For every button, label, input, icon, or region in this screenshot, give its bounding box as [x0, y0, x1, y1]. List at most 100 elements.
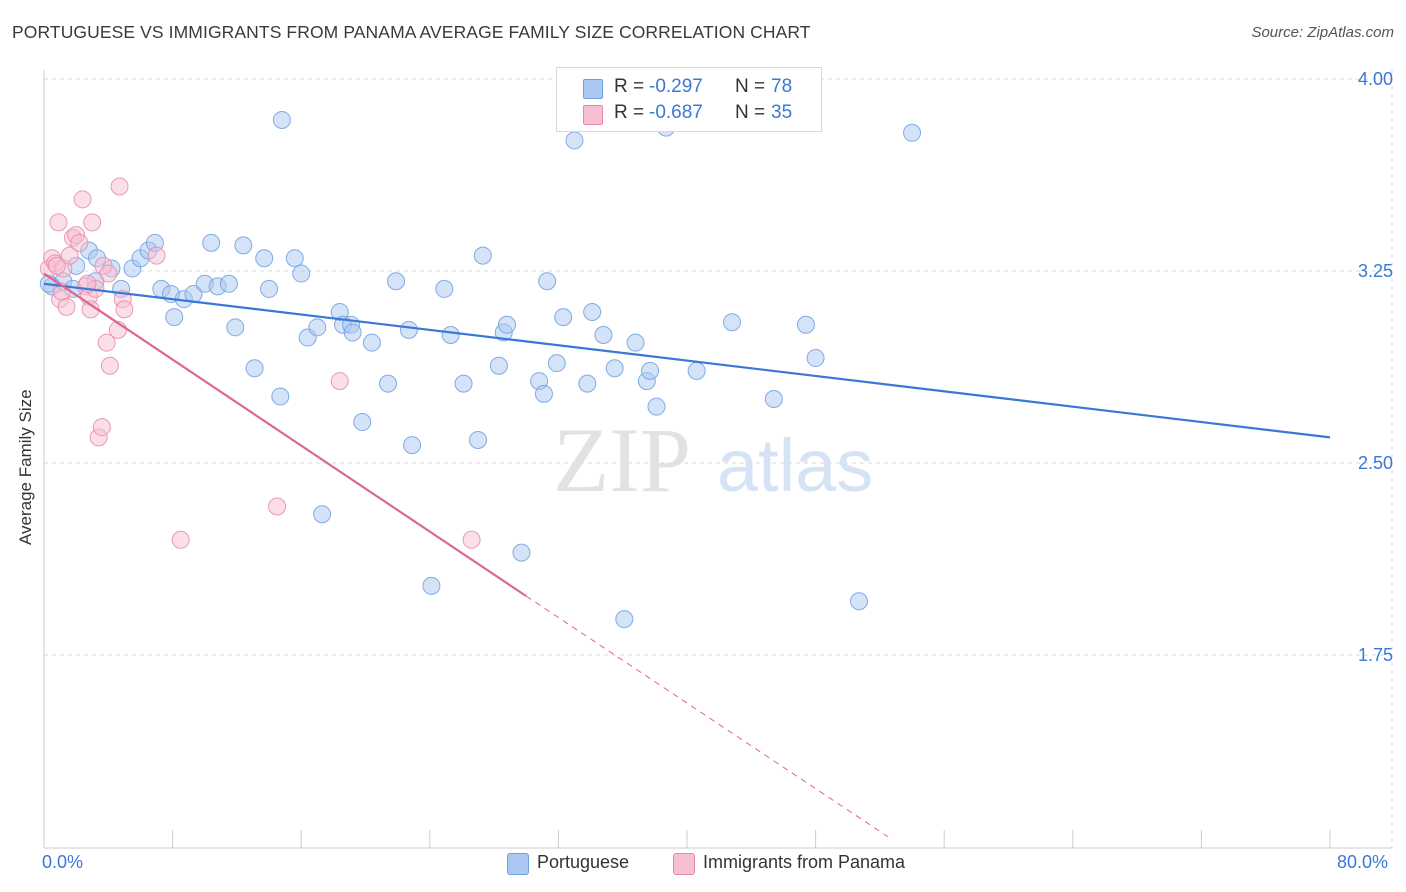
panama-point-18: [92, 418, 111, 437]
portuguese-point-43: [435, 279, 454, 298]
trend-line-2: [525, 595, 889, 838]
panama-point-32: [47, 256, 66, 275]
grid-lines: [44, 70, 1393, 848]
bottom-legend-swatch-panama: [673, 853, 695, 875]
portuguese-point-68: [687, 361, 706, 380]
portuguese-point-60: [594, 326, 613, 344]
y-tick-labels: 1.75 2.50 3.25 4.00: [1358, 69, 1393, 665]
portuguese-point-71: [796, 315, 815, 334]
portuguese-point-31: [308, 318, 327, 337]
panama-point-27: [147, 246, 166, 265]
panama-point-26: [115, 300, 134, 319]
portuguese-point-57: [565, 131, 584, 150]
bottom-legend-swatch-portuguese: [507, 853, 529, 875]
y-axis-label: Average Family Size: [16, 389, 35, 545]
panama-point-3: [49, 213, 68, 232]
portuguese-point-22: [234, 236, 253, 255]
portuguese-point-24: [255, 249, 274, 268]
panama-point-20: [97, 333, 116, 352]
panama-point-24: [110, 177, 129, 196]
portuguese-point-63: [626, 333, 645, 352]
portuguese-point-48: [489, 356, 508, 375]
legend-n-value-panama: 35: [771, 102, 793, 123]
x-tick-label-max: 80.0%: [1337, 852, 1389, 872]
trend-lines: [43, 272, 1331, 838]
panama-point-10: [70, 233, 89, 252]
portuguese-point-28: [285, 249, 304, 268]
portuguese-point-27: [272, 110, 291, 129]
portuguese-point-62: [615, 610, 634, 629]
portuguese-point-74: [903, 123, 922, 142]
portuguese-point-45: [454, 374, 473, 393]
y-tick-label-3: 4.00: [1358, 69, 1393, 89]
legend-swatch-portuguese: [583, 79, 603, 99]
portuguese-point-59: [583, 302, 602, 321]
legend-n-value-portuguese: 78: [771, 76, 793, 97]
portuguese-point-69: [723, 313, 742, 332]
x-tick-label-min: 0.0%: [42, 852, 84, 872]
legend-r-label: R =: [614, 76, 645, 97]
portuguese-point-58: [578, 374, 597, 393]
portuguese-point-39: [379, 374, 398, 393]
portuguese-point-44: [441, 326, 460, 344]
y-tick-label-2: 3.25: [1358, 261, 1393, 281]
trend-line-1: [43, 272, 527, 598]
watermark-zip: ZIP: [553, 409, 691, 511]
legend-n-label: N =: [735, 76, 766, 97]
legend-r-value-panama: -0.687: [649, 102, 703, 123]
portuguese-point-36: [343, 323, 362, 342]
portuguese-point-61: [605, 359, 624, 378]
portuguese-point-66: [647, 397, 666, 416]
legend-swatch-panama: [583, 105, 603, 125]
portuguese-point-55: [547, 354, 566, 373]
portuguese-point-20: [219, 274, 238, 293]
panama-point-6: [57, 297, 76, 316]
panama-point-31: [462, 530, 481, 549]
data-points: [39, 110, 922, 629]
portuguese-point-38: [362, 333, 381, 352]
portuguese-point-47: [473, 246, 492, 265]
panama-point-29: [268, 497, 287, 516]
portuguese-point-46: [469, 430, 488, 449]
watermark-atlas: atlas: [717, 424, 873, 507]
portuguese-point-51: [512, 543, 531, 562]
panama-point-21: [99, 264, 118, 283]
stats-legend: R = -0.297 N = 78 R = -0.687 N = 35: [556, 67, 822, 132]
portuguese-point-18: [202, 233, 221, 252]
legend-r-label: R =: [614, 102, 645, 123]
portuguese-point-41: [399, 320, 418, 339]
legend-r-value-portuguese: -0.297: [649, 76, 703, 97]
chart-title: PORTUGUESE VS IMMIGRANTS FROM PANAMA AVE…: [12, 22, 811, 42]
portuguese-point-54: [538, 272, 557, 291]
bottom-legend-label-portuguese: Portuguese: [537, 852, 630, 872]
portuguese-point-26: [271, 387, 290, 406]
portuguese-point-73: [850, 592, 869, 611]
y-tick-label-1: 2.50: [1358, 453, 1393, 473]
y-tick-label-0: 1.75: [1358, 645, 1393, 665]
portuguese-point-56: [554, 308, 573, 327]
axes: [43, 70, 1392, 849]
portuguese-point-37: [353, 413, 372, 432]
trend-line-0: [43, 282, 1331, 439]
portuguese-point-72: [806, 349, 825, 368]
portuguese-point-25: [260, 279, 279, 298]
portuguese-point-70: [764, 390, 783, 408]
portuguese-point-75: [422, 576, 441, 595]
legend-n-label: N =: [735, 102, 766, 123]
panama-point-15: [83, 213, 102, 232]
panama-point-22: [100, 356, 119, 375]
panama-point-11: [73, 190, 92, 209]
portuguese-point-40: [387, 272, 406, 291]
chart-source: Source: ZipAtlas.com: [1251, 24, 1394, 41]
portuguese-point-65: [641, 361, 660, 380]
portuguese-point-21: [226, 318, 245, 337]
portuguese-point-14: [165, 308, 184, 327]
portuguese-point-29: [292, 264, 311, 283]
panama-point-28: [171, 530, 190, 549]
bottom-legend-label-panama: Immigrants from Panama: [703, 852, 906, 872]
portuguese-point-53: [534, 384, 553, 403]
portuguese-point-50: [497, 315, 516, 334]
portuguese-point-23: [245, 359, 264, 378]
panama-point-7: [60, 246, 79, 265]
